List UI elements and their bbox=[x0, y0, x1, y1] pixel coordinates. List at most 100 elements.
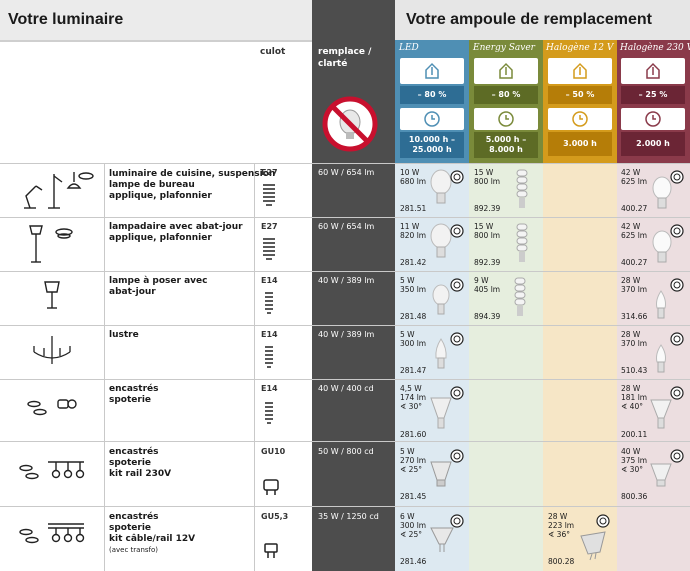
gu10-socket-icon bbox=[262, 478, 280, 498]
led-specs: 6 W 300 lm ∢ 25° bbox=[400, 512, 427, 539]
divider bbox=[0, 441, 690, 442]
subheader-left bbox=[0, 40, 312, 163]
h12-saving: – 50 % bbox=[548, 86, 612, 104]
h230-ref: 400.27 bbox=[621, 258, 648, 267]
led-gu10-icon bbox=[430, 460, 452, 492]
desk-lamp-icon bbox=[16, 168, 96, 212]
culot-value: E14 bbox=[261, 384, 278, 393]
h12-ref: 800.28 bbox=[548, 557, 575, 566]
replaces-value: 60 W / 654 lm bbox=[318, 168, 375, 177]
floor-lamp-icon bbox=[20, 222, 80, 266]
led-reflector-icon bbox=[430, 396, 452, 432]
track-spot-icon bbox=[18, 458, 88, 488]
h230-saving-box: – 25 % bbox=[621, 58, 685, 104]
h230-specs: 28 W 370 lm bbox=[621, 330, 648, 348]
es-saving-box: – 80 % bbox=[474, 58, 538, 104]
house-icon bbox=[621, 58, 685, 84]
spiral-bulb-icon bbox=[514, 222, 530, 266]
led-ref: 281.45 bbox=[400, 492, 427, 501]
halogen-12v-title: Halogène 12 V bbox=[546, 43, 614, 53]
house-icon bbox=[474, 58, 538, 84]
h230-lifetime: 2.000 h bbox=[621, 132, 685, 156]
es-specs: 15 W 800 lm bbox=[474, 168, 501, 186]
culot-value: GU5,3 bbox=[261, 512, 289, 521]
luminaire-title: Votre luminaire bbox=[8, 11, 124, 28]
divider bbox=[0, 379, 690, 380]
h230-ref: 800.36 bbox=[621, 492, 648, 501]
h12-lifetime: 3.000 h bbox=[548, 132, 612, 156]
halogen-bulb-icon bbox=[652, 176, 672, 214]
dimmable-icon bbox=[450, 224, 464, 238]
spiral-bulb-icon bbox=[514, 168, 530, 212]
replaces-value: 40 W / 400 cd bbox=[318, 384, 374, 393]
led-ref: 281.46 bbox=[400, 557, 427, 566]
led-bulb-icon bbox=[430, 168, 452, 212]
clock-icon bbox=[400, 108, 464, 130]
lamp-description: lampadaire avec abat-jour applique, plafo… bbox=[109, 222, 243, 243]
no-incandescent-icon bbox=[322, 96, 378, 152]
led-bulb-icon bbox=[430, 222, 452, 266]
remplace-heading: remplace / clarté bbox=[318, 47, 372, 69]
divider bbox=[0, 271, 690, 272]
h230-ref: 200.11 bbox=[621, 430, 648, 439]
replacement-title: Votre ampoule de remplacement bbox=[406, 11, 652, 28]
led-ref: 281.47 bbox=[400, 366, 427, 375]
e27-socket-icon bbox=[262, 236, 276, 262]
lamp-description: luminaire de cuisine, suspension lampe de… bbox=[109, 169, 276, 201]
halogen-candle-icon bbox=[654, 344, 668, 376]
dimmable-icon bbox=[450, 386, 464, 400]
halogen-gu10-icon bbox=[650, 462, 672, 492]
replaces-value: 35 W / 1250 cd bbox=[318, 512, 379, 521]
header-dark-cell bbox=[312, 0, 395, 40]
halogen-mr16-icon bbox=[578, 528, 608, 562]
dimmable-icon bbox=[450, 449, 464, 463]
led-specs: 10 W 680 lm bbox=[400, 168, 427, 186]
h230-specs: 40 W 375 lm ∢ 30° bbox=[621, 447, 648, 474]
divider bbox=[104, 163, 105, 571]
halogen-reflector-icon bbox=[650, 398, 672, 430]
dimmable-icon bbox=[450, 514, 464, 528]
h230-specs: 28 W 181 lm ∢ 40° bbox=[621, 384, 648, 411]
culot-value: E14 bbox=[261, 330, 278, 339]
spiral-bulb-icon bbox=[512, 276, 528, 320]
es-ref: 894.39 bbox=[474, 312, 501, 321]
led-ref: 281.60 bbox=[400, 430, 427, 439]
replaces-value: 40 W / 389 lm bbox=[318, 276, 375, 285]
clock-icon bbox=[548, 108, 612, 130]
culot-value: E27 bbox=[261, 222, 278, 231]
culot-value: GU10 bbox=[261, 447, 286, 456]
h230-lifetime-box: 2.000 h bbox=[621, 108, 685, 158]
es-ref: 892.39 bbox=[474, 204, 501, 213]
h230-specs: 42 W 625 lm bbox=[621, 222, 648, 240]
h12-lifetime-box: 3.000 h bbox=[548, 108, 612, 158]
e14-socket-icon bbox=[263, 400, 275, 428]
culot-value: E27 bbox=[261, 168, 278, 177]
h230-saving: – 25 % bbox=[621, 86, 685, 104]
e14-socket-icon bbox=[263, 344, 275, 370]
led-ref: 281.48 bbox=[400, 312, 427, 321]
divider bbox=[0, 325, 690, 326]
luminaire-header bbox=[0, 0, 312, 40]
culot-heading: culot bbox=[260, 47, 286, 57]
culot-value: E14 bbox=[261, 276, 278, 285]
dimmable-icon bbox=[670, 449, 684, 463]
replacement-header bbox=[395, 0, 690, 40]
led-ref: 281.51 bbox=[400, 204, 427, 213]
halogen-bulb-icon bbox=[652, 230, 672, 268]
house-icon bbox=[400, 58, 464, 84]
e27-socket-icon bbox=[262, 182, 276, 208]
es-ref: 892.39 bbox=[474, 258, 501, 267]
h230-ref: 510.43 bbox=[621, 366, 648, 375]
h12-saving-box: – 50 % bbox=[548, 58, 612, 104]
dimmable-icon bbox=[450, 332, 464, 346]
led-mr16-icon bbox=[430, 526, 454, 556]
gu53-socket-icon bbox=[263, 542, 279, 562]
led-specs: 5 W 300 lm bbox=[400, 330, 427, 348]
dimmable-icon bbox=[670, 170, 684, 184]
table-lamp-icon bbox=[40, 278, 64, 318]
es-lifetime-box: 5.000 h – 8.000 h bbox=[474, 108, 538, 158]
es-specs: 15 W 800 lm bbox=[474, 222, 501, 240]
replaces-value: 40 W / 389 lm bbox=[318, 330, 375, 339]
led-ref: 281.42 bbox=[400, 258, 427, 267]
h230-specs: 28 W 370 lm bbox=[621, 276, 648, 294]
